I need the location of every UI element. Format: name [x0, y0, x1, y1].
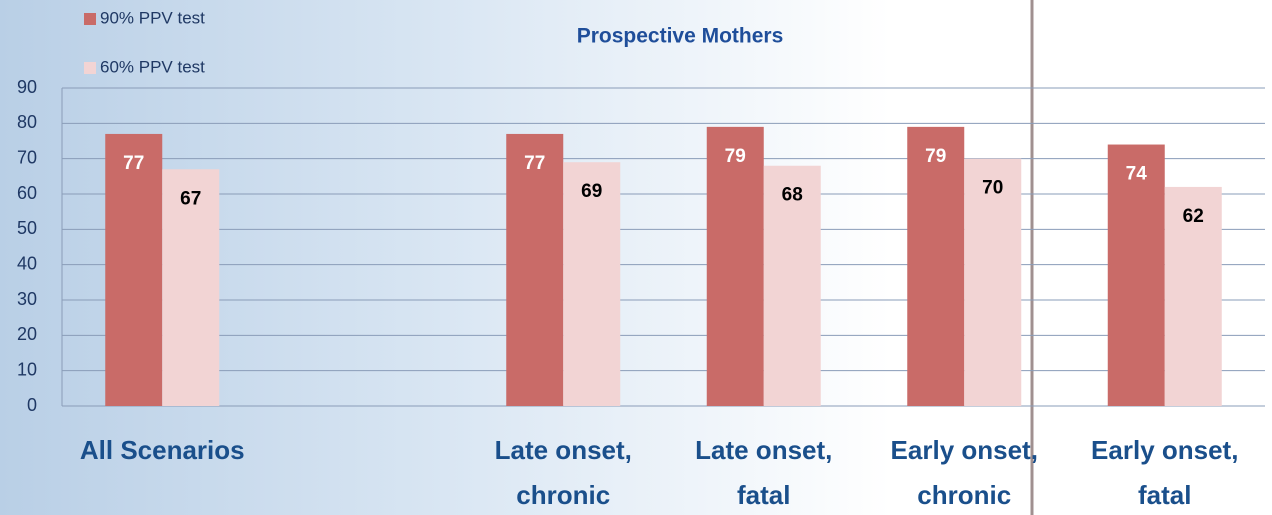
bar: [1107, 144, 1165, 407]
value-label: 70: [982, 178, 1003, 199]
y-tick-label: 70: [17, 147, 37, 167]
x-tick-label: Early onset, chronic: [891, 435, 1038, 510]
y-tick-label: 40: [17, 253, 37, 273]
y-tick-label: 60: [17, 183, 37, 203]
x-tick-label: All Scenarios: [80, 435, 245, 465]
y-tick-label: 50: [17, 218, 37, 238]
value-label: 79: [925, 146, 946, 167]
value-label: 79: [725, 146, 746, 167]
value-label: 77: [123, 153, 144, 174]
value-label: 69: [581, 181, 602, 202]
legend-label: 90% PPV test: [100, 8, 205, 27]
y-tick-label: 80: [17, 112, 37, 132]
y-tick-label: 20: [17, 324, 37, 344]
bar: [105, 133, 163, 406]
legend-swatch: [84, 13, 96, 25]
y-tick-label: 0: [27, 395, 37, 415]
x-tick-label: Late onset, fatal: [695, 435, 832, 510]
bar: [907, 126, 965, 406]
bar: [1164, 186, 1222, 406]
x-tick-label: Early onset, fatal: [1091, 435, 1238, 510]
bar: [506, 133, 564, 406]
chart-title: Prospective Mothers: [577, 25, 784, 48]
legend-swatch: [84, 62, 96, 74]
value-label: 74: [1126, 164, 1148, 185]
y-tick-label: 90: [17, 77, 37, 97]
legend-label: 60% PPV test: [100, 57, 205, 76]
bar: [706, 126, 764, 406]
bar: [563, 162, 621, 406]
value-label: 62: [1183, 206, 1204, 227]
value-label: 77: [524, 153, 545, 174]
y-tick-label: 30: [17, 289, 37, 309]
bar: [162, 169, 220, 406]
bar: [763, 165, 821, 406]
value-label: 67: [180, 188, 201, 209]
value-label: 68: [782, 185, 803, 206]
y-tick-label: 10: [17, 359, 37, 379]
bar: [964, 158, 1022, 406]
x-tick-label: Late onset, chronic: [495, 435, 632, 510]
